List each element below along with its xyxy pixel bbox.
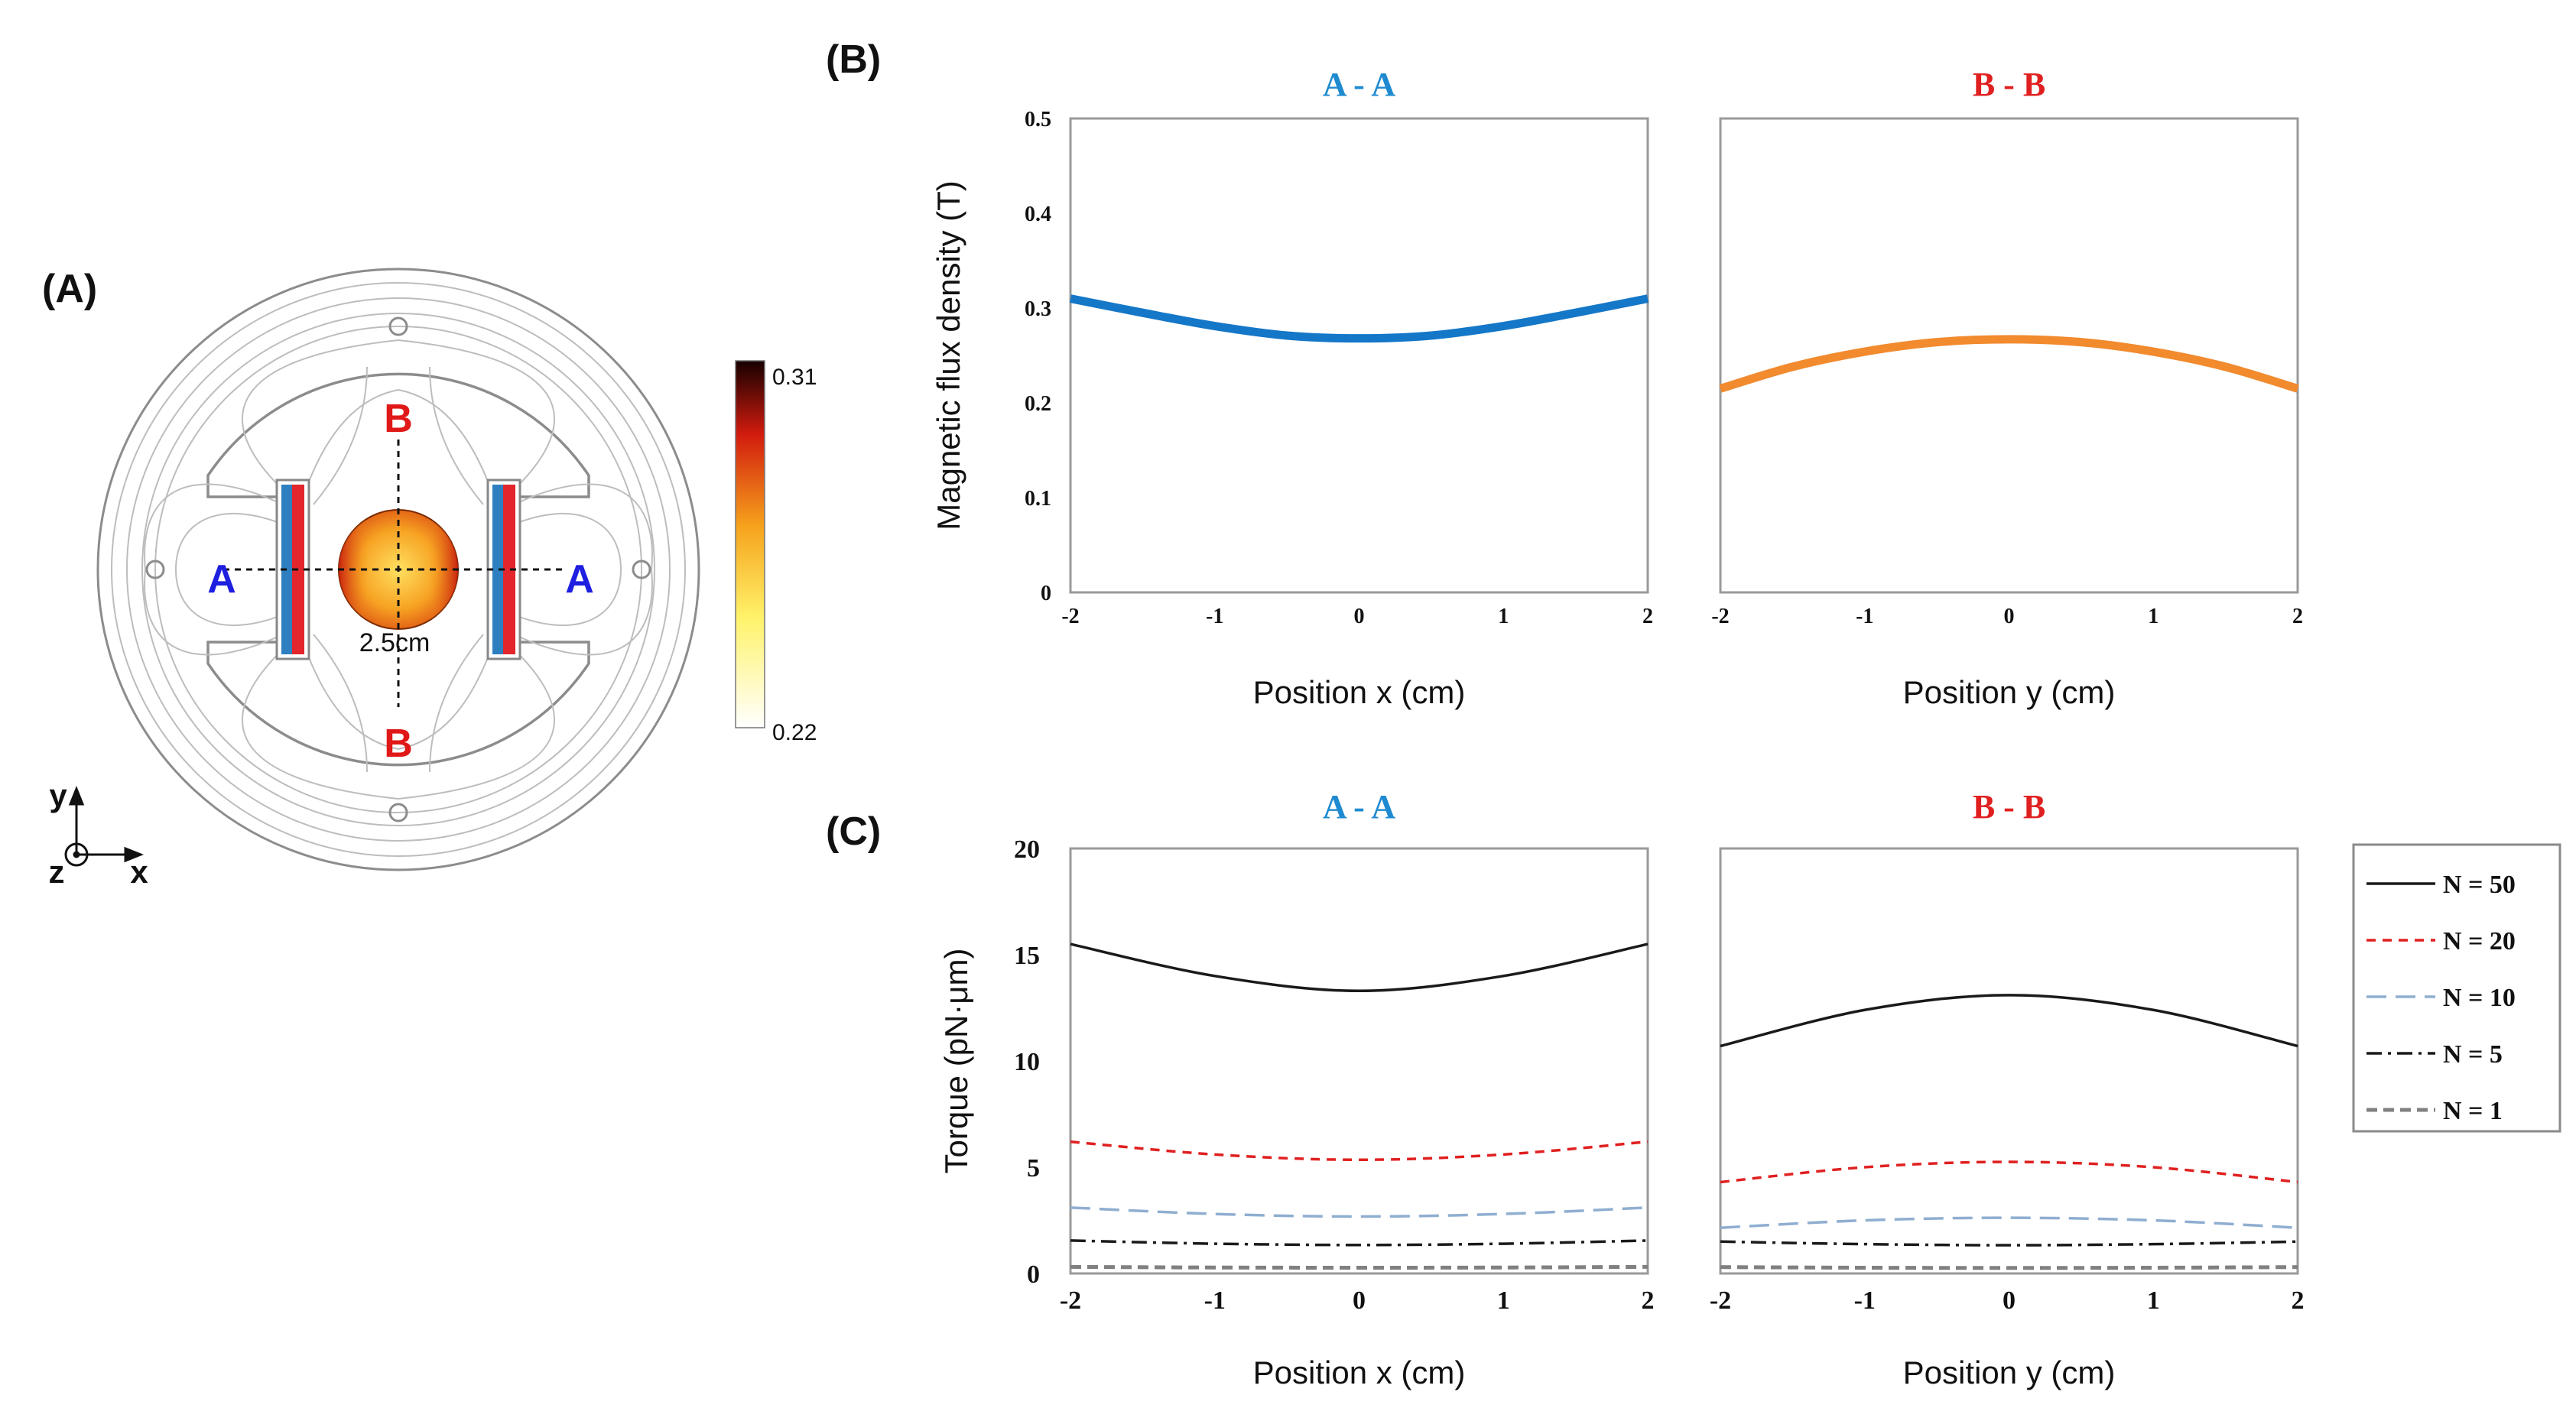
axis-triad (64, 785, 145, 867)
y-tick-label: 15 (1014, 942, 1040, 970)
legend-entry-label: N = 5 (2443, 1040, 2503, 1069)
colorbar-gradient (735, 360, 765, 728)
series-line (1720, 1216, 2298, 1229)
bolt-hole-left (145, 560, 165, 579)
colorbar: 0.31 0.22 (735, 360, 817, 745)
colorbar-min-label: 0.22 (772, 720, 817, 745)
panel-b-label: (B) (826, 37, 881, 82)
y-tick-label: 0.1 (1025, 487, 1051, 511)
yoke-outer-ring (96, 268, 700, 871)
chart-title: A - A (1323, 788, 1396, 826)
x-tick-label: 1 (1497, 1286, 1510, 1315)
series-line (1719, 335, 2299, 393)
x-tick-label: 0 (1353, 1286, 1366, 1315)
panel-a: (A) (42, 267, 817, 890)
chart-title: B - B (1973, 66, 2045, 103)
z-axis-icon (64, 842, 89, 867)
plot-frame (1069, 117, 1649, 594)
x-tick-label: 2 (2292, 605, 2303, 628)
x-tick-label: 1 (2148, 605, 2159, 628)
y-tick-label: 0.4 (1025, 203, 1051, 226)
legend-entry-label: N = 10 (2443, 984, 2516, 1012)
axis-y-label: y (49, 777, 67, 813)
x-axis-label: Position x (cm) (1253, 674, 1466, 710)
x-tick-label: 0 (2004, 605, 2015, 628)
x-tick-label: 2 (1642, 605, 1653, 628)
series-line (1069, 294, 1649, 343)
x-axis-label: Position y (cm) (1903, 1354, 2116, 1390)
x-tick-label: -1 (1204, 1286, 1226, 1315)
x-axis-label: Position x (cm) (1253, 1354, 1466, 1390)
series-line (1070, 1239, 1649, 1247)
x-tick-label: 2 (1642, 1286, 1655, 1315)
chart-title: A - A (1323, 66, 1396, 103)
chart-b-right: B - B -2 -1 0 1 2 Position y (cm) (1711, 66, 2303, 710)
chart-title: B - B (1973, 788, 2045, 826)
magnet-yoke (96, 268, 700, 871)
sample-diameter-label: 2.5cm (359, 628, 430, 657)
x-tick-label: 1 (2147, 1286, 2160, 1315)
y-axis-label: Magnetic flux density (T) (931, 180, 966, 530)
section-a-right-label: A (565, 557, 594, 602)
y-tick-label: 0.3 (1025, 297, 1051, 321)
x-tick-label: -1 (1856, 605, 1873, 628)
legend-entry-label: N = 50 (2443, 871, 2516, 899)
field-lines (111, 282, 686, 857)
y-tick-label: 0.2 (1025, 392, 1051, 416)
legend-entry-label: N = 20 (2443, 927, 2516, 955)
section-lines (223, 440, 566, 707)
x-tick-label: -2 (1061, 605, 1079, 628)
bolt-hole-top (388, 316, 408, 336)
chart-b-left: A - A -2 -1 0 1 2 0 0.1 0.2 0.3 0.4 0.5 Position x (… (931, 66, 1653, 710)
section-b-bottom-label: B (384, 722, 413, 766)
axis-x-label: x (130, 854, 148, 890)
yoke-inner-cavity (206, 372, 590, 767)
plot-frame (1069, 847, 1649, 1275)
series-line (1070, 1206, 1649, 1218)
legend-box (2352, 843, 2561, 1133)
series-line (1070, 942, 1649, 993)
series-line (1720, 994, 2298, 1048)
x-tick-label: 0 (1354, 605, 1365, 628)
bolt-hole-right (632, 560, 651, 579)
series-line (1070, 1140, 1649, 1162)
x-tick-label: -1 (1854, 1286, 1876, 1315)
bolt-hole-bottom (388, 803, 408, 822)
y-tick-label: 20 (1014, 835, 1040, 864)
x-tick-label: -2 (1060, 1286, 1081, 1315)
colorbar-max-label: 0.31 (772, 365, 817, 390)
x-tick-label: -1 (1206, 605, 1223, 628)
series-line (1720, 1240, 2298, 1247)
y-tick-label: 0 (1027, 1260, 1040, 1289)
legend-entry-label: N = 1 (2443, 1097, 2503, 1125)
y-tick-label: 0 (1041, 582, 1051, 605)
chart-c-right: B - B -2 -1 0 1 2 Position y (cm) (1710, 788, 2305, 1390)
x-tick-label: -2 (1710, 1286, 1731, 1315)
panel-a-label: (A) (42, 267, 97, 311)
y-tick-label: 10 (1014, 1048, 1040, 1076)
x-tick-label: 1 (1498, 605, 1509, 628)
series-line (1720, 1160, 2298, 1184)
y-axis-label: Torque (pN·μm) (938, 949, 974, 1174)
y-tick-label: 0.5 (1025, 108, 1051, 131)
x-tick-label: 0 (2003, 1286, 2016, 1315)
section-a-left-label: A (207, 557, 236, 602)
x-tick-label: 2 (2292, 1286, 2305, 1315)
series-line (1720, 1265, 2298, 1270)
axis-z-label: z (49, 854, 65, 890)
plot-frame (1719, 847, 2299, 1275)
y-tick-label: 5 (1027, 1154, 1040, 1183)
section-b-top-label: B (384, 397, 413, 441)
x-tick-label: -2 (1711, 605, 1729, 628)
panel-c-label: (C) (826, 809, 881, 854)
plot-frame (1719, 117, 2299, 594)
legend: N = 50 N = 20 N = 10 N = 5 N = 1 (2352, 843, 2561, 1133)
x-axis-label: Position y (cm) (1903, 674, 2116, 710)
